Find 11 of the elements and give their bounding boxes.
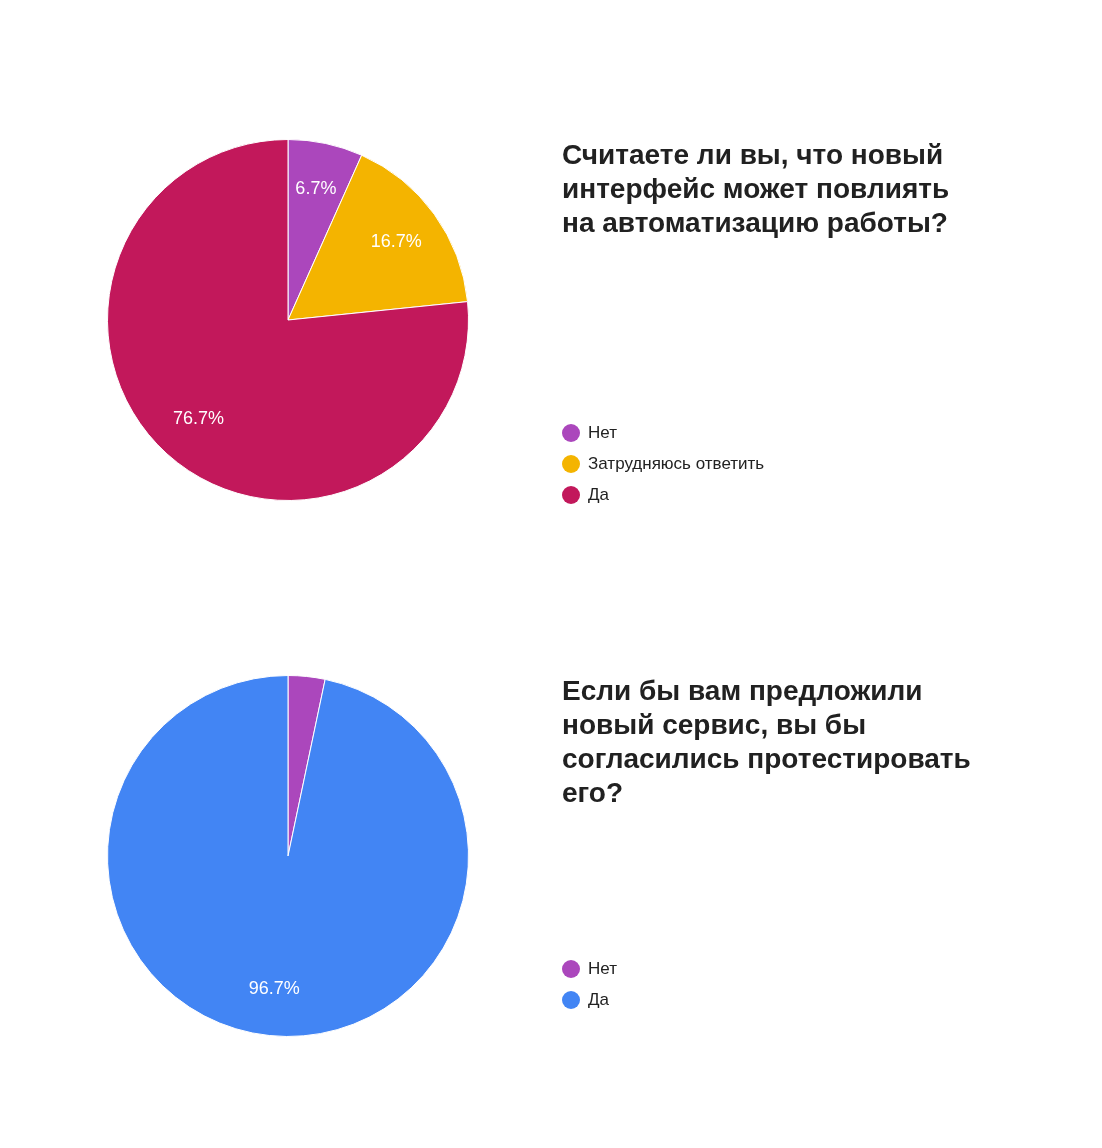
- data-label: 16.7%: [370, 230, 422, 251]
- text: Считаете ли вы, что новый интерфейс может повлиять на автоматизацию работы?: [562, 138, 951, 240]
- legend-label: Затрудняюсь ответить: [588, 453, 765, 474]
- text: Если бы вам предложили новый сервис, вы бы согласились протестировать его?: [562, 674, 972, 810]
- legend-label: Да: [588, 484, 609, 505]
- data-label: 96.7%: [248, 977, 300, 998]
- legend-label: Да: [588, 989, 609, 1010]
- legend-label: Нет: [588, 422, 617, 443]
- data-label: 76.7%: [172, 408, 225, 429]
- data-label: 6.7%: [295, 178, 337, 199]
- legend-label: Нет: [588, 958, 617, 979]
